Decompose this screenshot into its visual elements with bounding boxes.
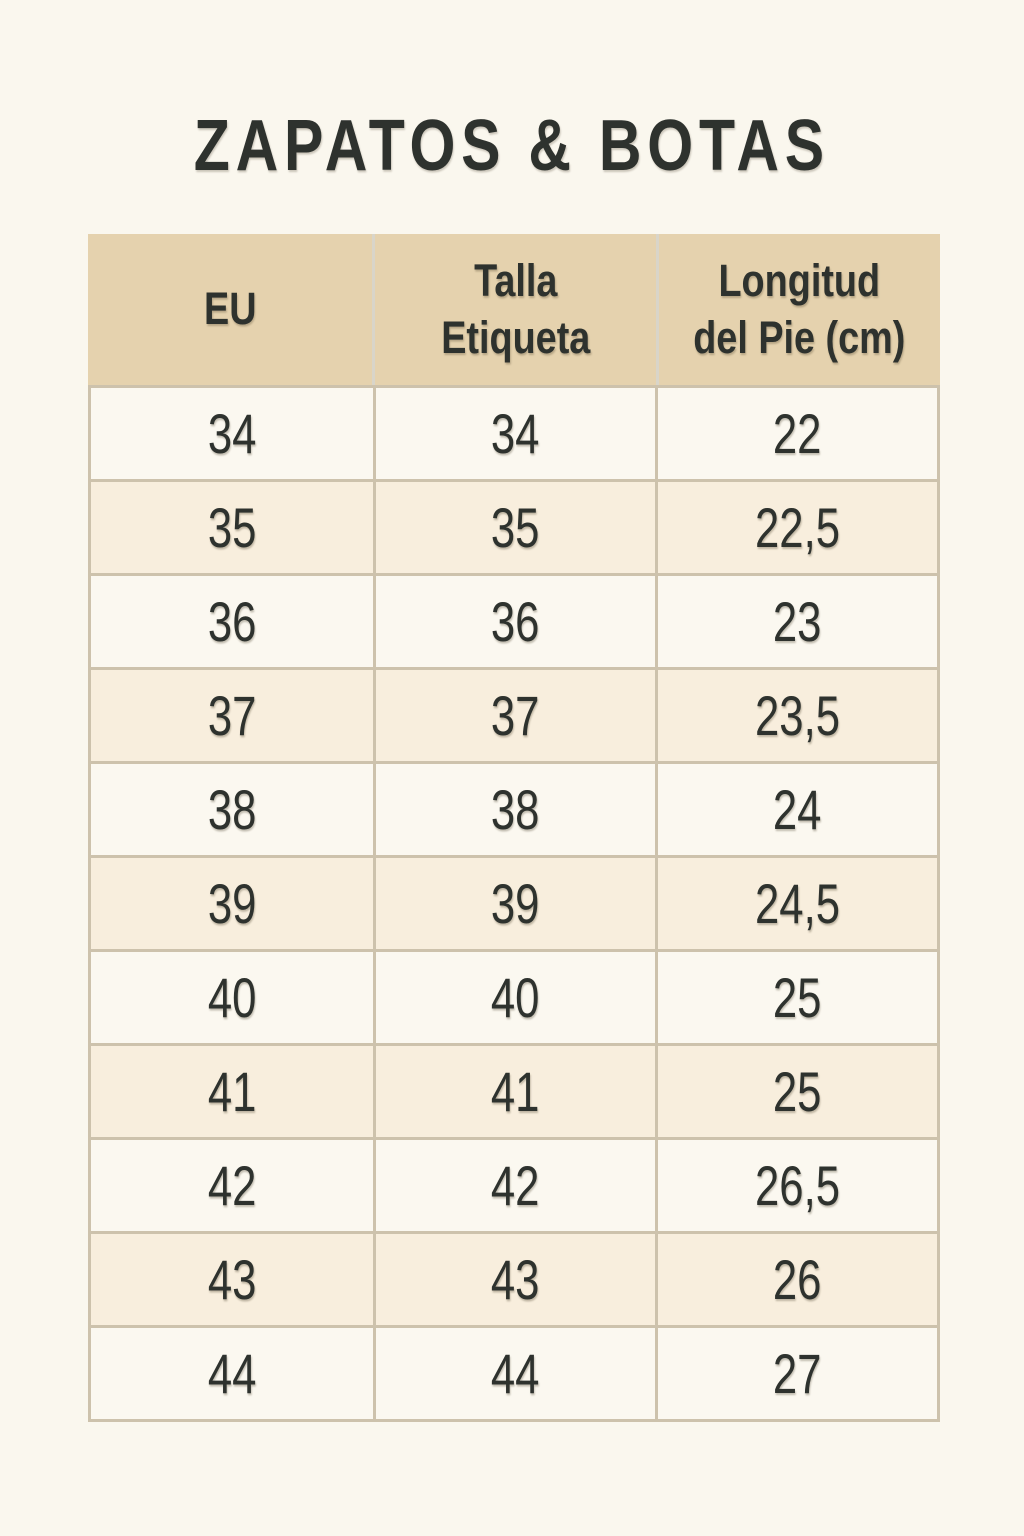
cell-value: 24,5	[754, 872, 841, 935]
table-header: EU Talla Etiqueta Longitud del Pie (cm)	[88, 234, 940, 385]
cell-eu: 35	[91, 482, 373, 573]
cell-value: 26,5	[754, 1154, 841, 1217]
cell-talla: 43	[373, 1234, 655, 1325]
cell-talla: 41	[373, 1046, 655, 1137]
table-row: 40 40 25	[91, 949, 937, 1043]
column-header-eu-label: EU	[203, 283, 257, 335]
cell-value: 37	[207, 684, 257, 747]
page-title-text: ZAPATOS & BOTAS	[193, 106, 831, 186]
page-title: ZAPATOS & BOTAS	[0, 110, 1024, 182]
table-row: 41 41 25	[91, 1043, 937, 1137]
cell-longitud: 22	[655, 388, 937, 479]
cell-value: 36	[207, 590, 257, 653]
cell-value: 38	[491, 778, 540, 841]
cell-value: 25	[773, 1060, 822, 1123]
cell-eu: 39	[91, 858, 373, 949]
cell-eu: 37	[91, 670, 373, 761]
cell-value: 22	[773, 402, 822, 465]
cell-value: 24	[773, 778, 822, 841]
cell-longitud: 23,5	[655, 670, 937, 761]
column-header-eu: EU	[88, 234, 372, 385]
cell-value: 44	[207, 1342, 257, 1405]
table-row: 37 37 23,5	[91, 667, 937, 761]
table-row: 43 43 26	[91, 1231, 937, 1325]
cell-talla: 40	[373, 952, 655, 1043]
cell-value: 27	[773, 1342, 822, 1405]
cell-talla: 34	[373, 388, 655, 479]
table-body: 34 34 22 35 35 22,5 36 36 23 37 37 23,5 38 38 24 39 39 24…	[88, 385, 940, 1422]
table-row: 34 34 22	[91, 385, 937, 479]
cell-eu: 42	[91, 1140, 373, 1231]
cell-longitud: 24	[655, 764, 937, 855]
cell-value: 40	[491, 966, 540, 1029]
cell-eu: 43	[91, 1234, 373, 1325]
column-header-longitud-label: Longitud del Pie (cm)	[693, 255, 906, 363]
cell-longitud: 25	[655, 952, 937, 1043]
cell-value: 37	[491, 684, 540, 747]
cell-longitud: 23	[655, 576, 937, 667]
cell-value: 43	[207, 1248, 257, 1311]
cell-longitud: 26	[655, 1234, 937, 1325]
cell-talla: 35	[373, 482, 655, 573]
cell-eu: 41	[91, 1046, 373, 1137]
cell-value: 25	[773, 966, 822, 1029]
cell-value: 42	[207, 1154, 257, 1217]
cell-value: 26	[773, 1248, 822, 1311]
cell-talla: 38	[373, 764, 655, 855]
cell-longitud: 24,5	[655, 858, 937, 949]
cell-value: 35	[491, 496, 540, 559]
cell-value: 23	[773, 590, 822, 653]
cell-talla: 39	[373, 858, 655, 949]
cell-value: 39	[491, 872, 540, 935]
cell-value: 22,5	[754, 496, 841, 559]
table-row: 42 42 26,5	[91, 1137, 937, 1231]
cell-value: 40	[207, 966, 257, 1029]
cell-value: 34	[491, 402, 540, 465]
cell-value: 43	[491, 1248, 540, 1311]
column-header-talla: Talla Etiqueta	[372, 234, 656, 385]
cell-talla: 37	[373, 670, 655, 761]
size-table: EU Talla Etiqueta Longitud del Pie (cm) …	[88, 234, 940, 1422]
cell-eu: 38	[91, 764, 373, 855]
cell-longitud: 25	[655, 1046, 937, 1137]
cell-value: 41	[491, 1060, 540, 1123]
cell-eu: 40	[91, 952, 373, 1043]
table-row: 44 44 27	[91, 1325, 937, 1419]
cell-value: 41	[207, 1060, 257, 1123]
cell-eu: 44	[91, 1328, 373, 1419]
cell-talla: 36	[373, 576, 655, 667]
cell-value: 44	[491, 1342, 540, 1405]
cell-value: 42	[491, 1154, 540, 1217]
table-row: 39 39 24,5	[91, 855, 937, 949]
cell-talla: 44	[373, 1328, 655, 1419]
cell-longitud: 26,5	[655, 1140, 937, 1231]
column-header-talla-label: Talla Etiqueta	[440, 255, 591, 363]
cell-talla: 42	[373, 1140, 655, 1231]
column-header-longitud: Longitud del Pie (cm)	[656, 234, 940, 385]
cell-value: 36	[491, 590, 540, 653]
table-row: 35 35 22,5	[91, 479, 937, 573]
cell-eu: 36	[91, 576, 373, 667]
table-row: 36 36 23	[91, 573, 937, 667]
cell-value: 39	[207, 872, 257, 935]
cell-value: 23,5	[754, 684, 841, 747]
cell-value: 34	[207, 402, 257, 465]
cell-value: 35	[207, 496, 257, 559]
cell-value: 38	[207, 778, 257, 841]
table-row: 38 38 24	[91, 761, 937, 855]
cell-longitud: 27	[655, 1328, 937, 1419]
cell-eu: 34	[91, 388, 373, 479]
cell-longitud: 22,5	[655, 482, 937, 573]
